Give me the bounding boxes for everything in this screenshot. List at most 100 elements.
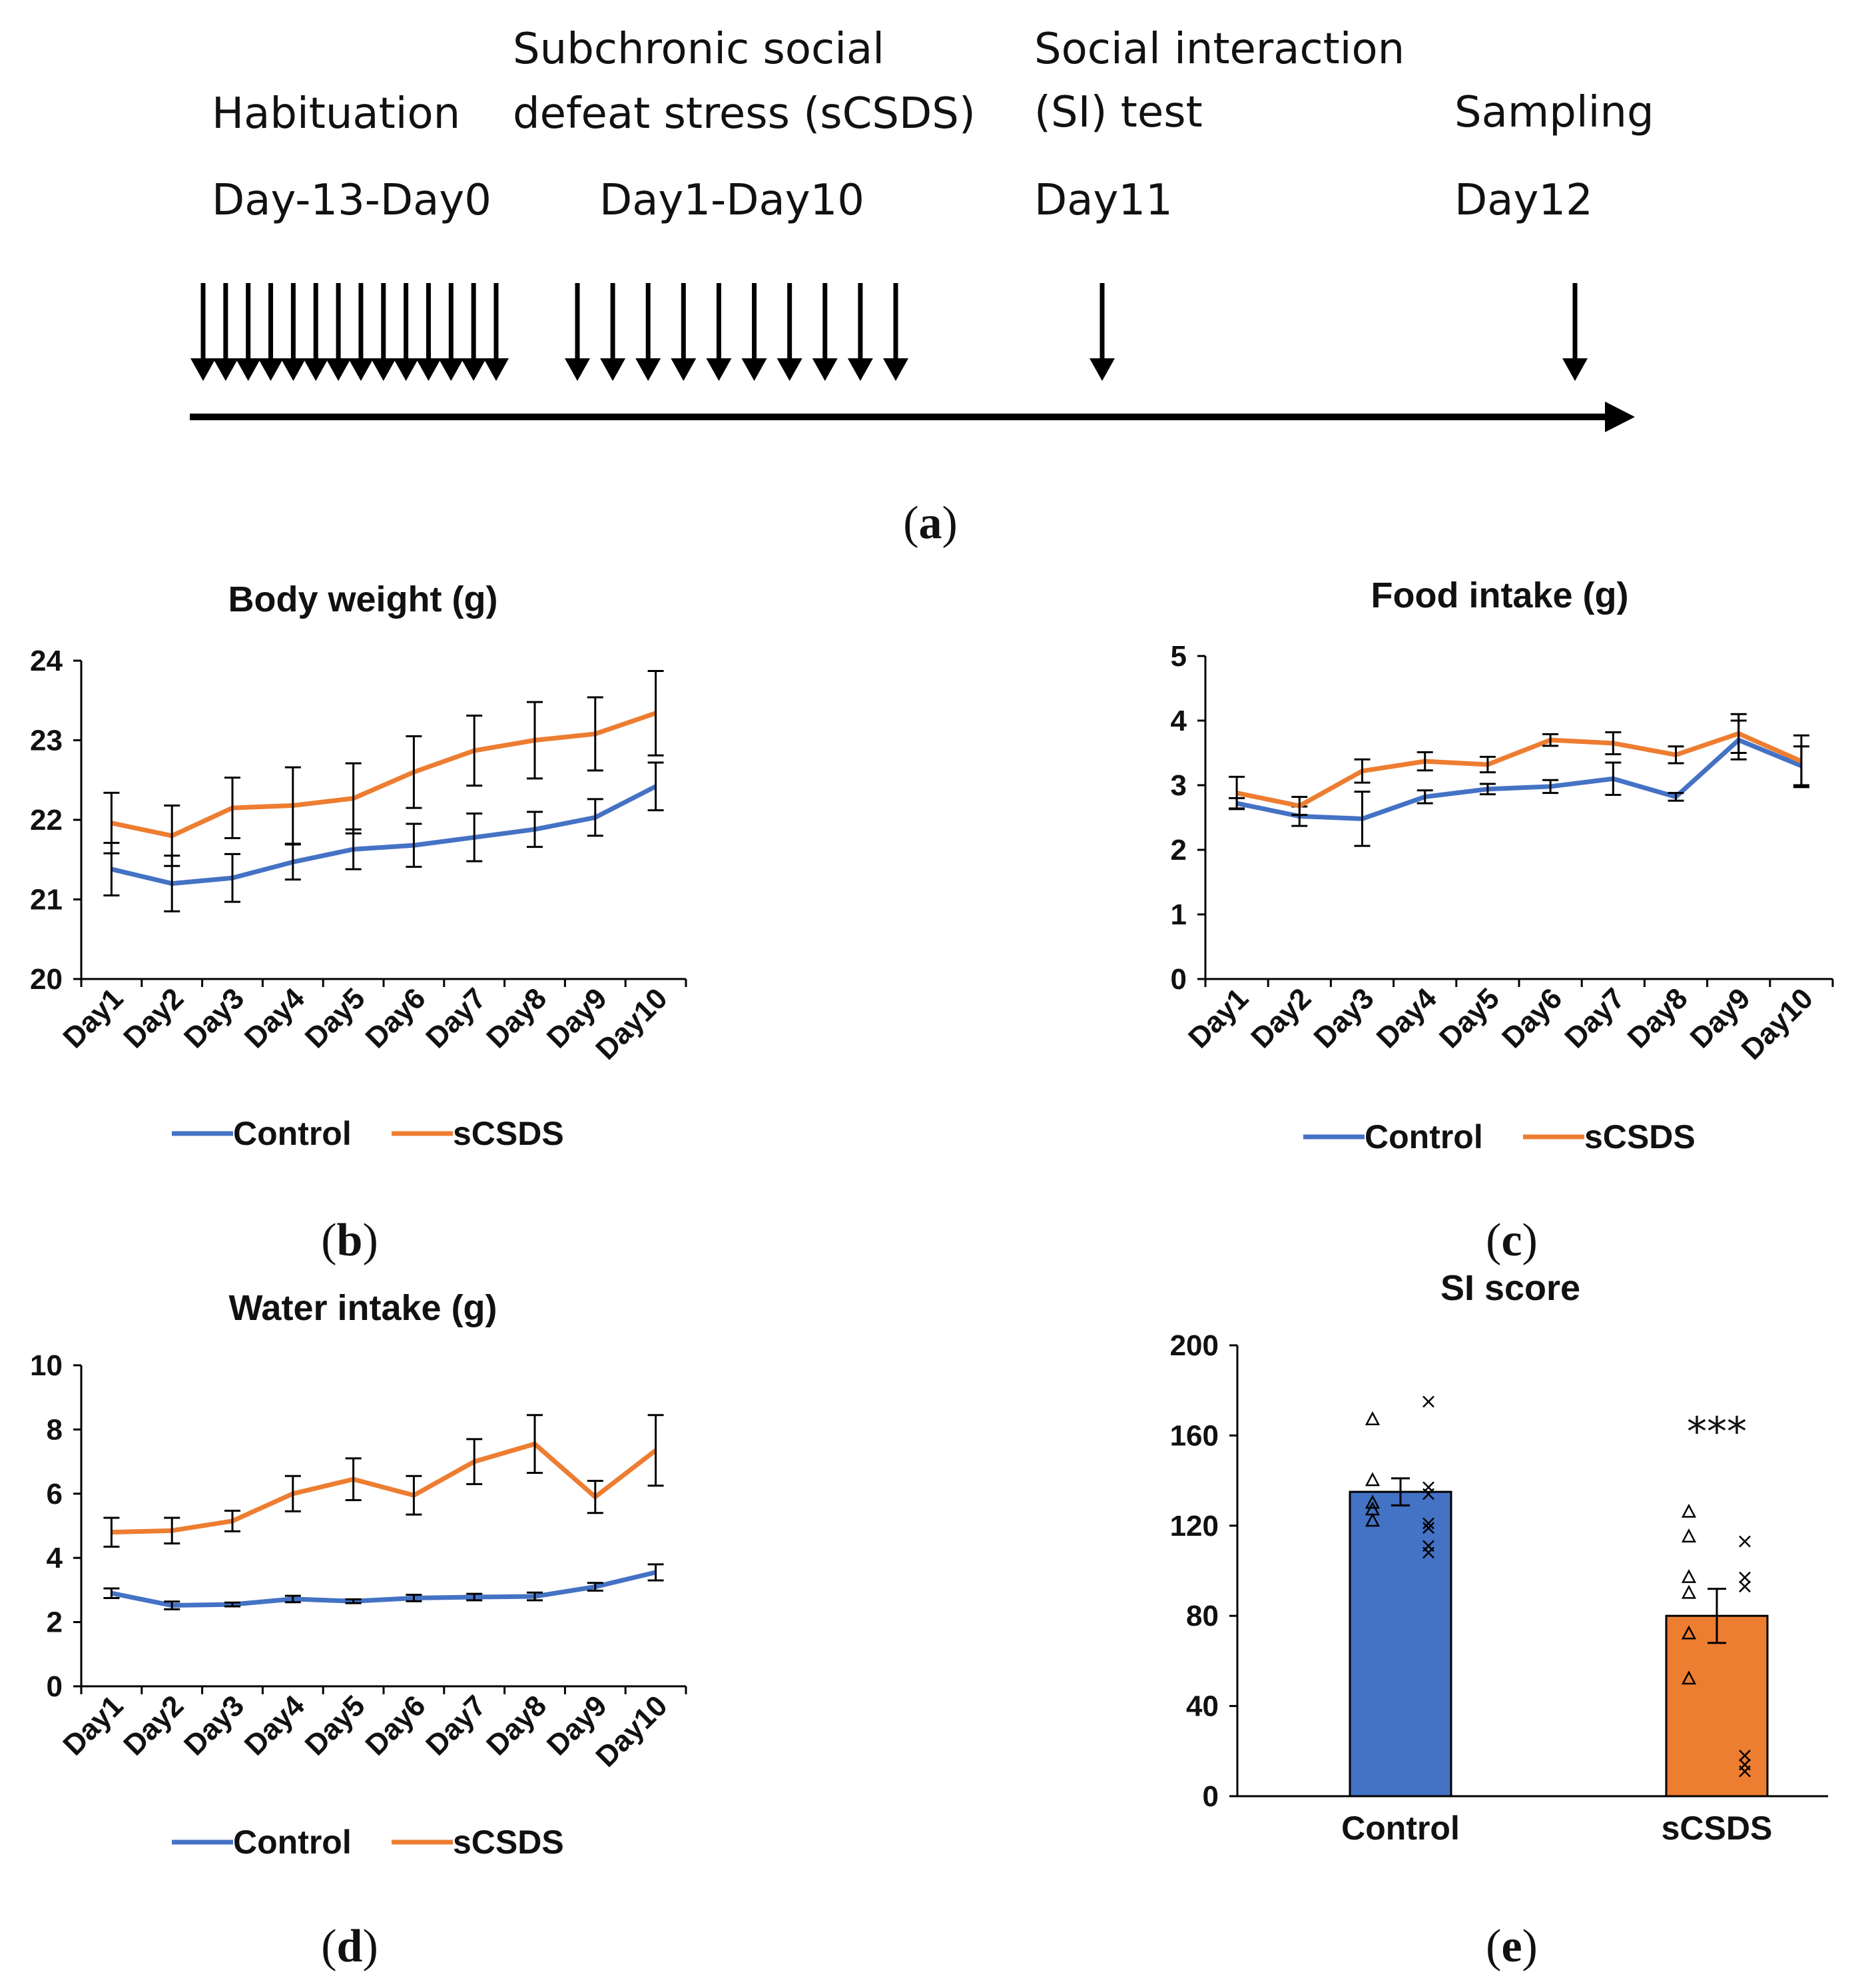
y-tick-label: 6: [47, 1478, 63, 1510]
phase-2-title-line1: Subchronic social: [513, 25, 884, 74]
control-series-line: [1236, 737, 1803, 821]
defeat-arrow-head: [883, 358, 908, 381]
data-point-triangle: [1365, 1512, 1381, 1527]
habituation-arrow-head: [348, 358, 374, 381]
y-tick-label: 0: [1171, 963, 1187, 996]
chart-title: Body weight (g): [228, 579, 498, 619]
chart-title: Food intake (g): [1371, 575, 1629, 615]
habituation-arrow-head: [326, 358, 352, 381]
panel-label-d-letter: d: [337, 1921, 363, 1972]
defeat-arrow-head: [847, 358, 873, 381]
panel-label-b-letter: b: [337, 1215, 363, 1266]
y-tick-label: 24: [30, 645, 63, 677]
x-tick-label: Day8: [480, 1689, 553, 1762]
y-tick-label: 2: [1171, 834, 1187, 866]
legend-control-label: Control: [233, 1115, 352, 1152]
panel-label-a-letter: a: [919, 497, 942, 549]
y-tick-label: 10: [30, 1349, 63, 1382]
defeat-arrow-head: [600, 358, 626, 381]
y-tick-label: 80: [1186, 1600, 1219, 1632]
y-tick-label: 120: [1170, 1510, 1219, 1542]
x-tick-label: Control: [1341, 1810, 1460, 1847]
x-tick-label: Day7: [420, 982, 492, 1054]
y-tick-label: 1: [1171, 898, 1187, 931]
y-tick-label: 0: [47, 1670, 63, 1703]
defeat-arrow-head: [706, 358, 732, 381]
timeline-axis-arrowhead: [1605, 402, 1635, 432]
phase-4-title: Sampling: [1454, 88, 1654, 137]
data-point-x: [1422, 1395, 1434, 1408]
panel-label-c-letter: c: [1501, 1215, 1522, 1266]
y-tick-label: 23: [30, 725, 63, 757]
si-score-chart: SI score 0 40 80 120 160 200 Control sCSDS ***: [1170, 1268, 1828, 1847]
y-tick-label: 40: [1186, 1690, 1219, 1723]
habituation-arrow-head: [303, 358, 329, 381]
x-tick-label: Day4: [238, 982, 311, 1054]
scsds-series-line: [111, 1441, 657, 1535]
body-weight-chart: Body weight (g)2021222324Day1Day2Day3Day…: [30, 579, 687, 1152]
control-series-line: [111, 784, 657, 886]
x-tick-label: Day6: [359, 982, 432, 1054]
defeat-arrow-head: [671, 358, 697, 381]
habituation-arrow-head: [416, 358, 442, 381]
y-tick-label: 200: [1170, 1329, 1219, 1362]
x-tick-label: Day5: [299, 982, 372, 1054]
defeat-arrow-head: [812, 358, 838, 381]
y-tick-label: 2: [47, 1606, 63, 1639]
habituation-arrow-head: [235, 358, 261, 381]
scsds-series-line: [1236, 731, 1803, 809]
timeline-panel: Subchronic social Social interaction Hab…: [190, 25, 1654, 549]
y-tick-label: 3: [1171, 769, 1187, 802]
data-point-triangle: [1681, 1568, 1697, 1583]
data-point-triangle: [1365, 1494, 1381, 1509]
data-point-triangle: [1681, 1670, 1697, 1685]
y-tick-label: 5: [1171, 640, 1187, 673]
chart-title: SI score: [1440, 1268, 1580, 1308]
x-tick-label: Day6: [359, 1689, 432, 1762]
data-point-x: [1739, 1750, 1751, 1762]
habituation-arrow-head: [280, 358, 306, 381]
x-tick-label: Day1: [57, 982, 129, 1054]
phase-3-title-line1: Social interaction: [1034, 25, 1405, 74]
y-tick-label: 8: [47, 1413, 63, 1446]
x-tick-label: Day5: [299, 1689, 372, 1762]
y-tick-label: 4: [1171, 705, 1187, 737]
x-tick-label: sCSDS: [1662, 1810, 1773, 1847]
data-point-x: [1739, 1535, 1751, 1548]
x-tick-label: Day2: [1245, 982, 1317, 1054]
x-tick-label: Day4: [1371, 982, 1443, 1054]
chart-title: Water intake (g): [228, 1288, 497, 1328]
x-tick-label: Day7: [420, 1689, 492, 1762]
data-point-x: [1739, 1765, 1751, 1778]
x-tick-label: Day8: [1622, 982, 1694, 1054]
panel-label-e-letter: e: [1501, 1921, 1522, 1972]
panel-label-e: (e): [1486, 1921, 1538, 1972]
x-tick-label: Day2: [117, 1689, 190, 1762]
y-tick-label: 22: [30, 804, 63, 836]
control-bar: [1349, 1490, 1452, 1798]
x-tick-label: Day8: [480, 982, 553, 1054]
habituation-arrow-head: [393, 358, 419, 381]
x-tick-label: Day10: [1735, 982, 1819, 1066]
sampling-arrow-head: [1562, 358, 1588, 381]
control-series-line: [111, 1570, 657, 1608]
x-tick-label: Day3: [178, 982, 250, 1054]
data-point-triangle: [1681, 1528, 1697, 1542]
x-tick-label: Day7: [1558, 982, 1631, 1054]
data-point-x: [1422, 1488, 1434, 1500]
y-tick-label: 20: [30, 963, 63, 996]
legend-scsds-label: sCSDS: [453, 1115, 564, 1152]
x-tick-label: Day3: [178, 1689, 250, 1762]
panel-label-c: (c): [1486, 1215, 1538, 1266]
y-tick-label: 160: [1170, 1419, 1219, 1452]
x-tick-label: Day6: [1496, 982, 1568, 1054]
phase-1-title: Habituation: [212, 89, 460, 139]
data-point-x: [1739, 1580, 1751, 1593]
habituation-arrow-head: [483, 358, 509, 381]
habituation-arrow-head: [461, 358, 487, 381]
si-test-arrow-head: [1090, 358, 1115, 381]
habituation-arrow-head: [190, 358, 216, 381]
scsds-series-line: [111, 711, 657, 838]
data-point-x: [1422, 1546, 1434, 1559]
